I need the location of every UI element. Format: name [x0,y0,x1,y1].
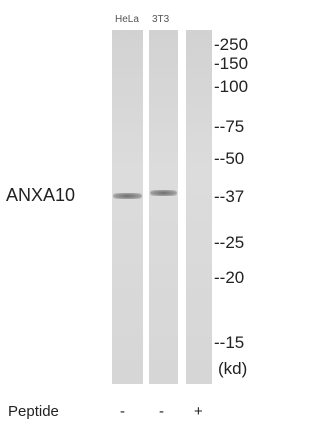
lane-label: 3T3 [152,14,169,25]
marker-label: -100 [214,78,248,95]
marker-label: -150 [214,55,248,72]
marker-label: --37 [214,188,244,205]
marker-label: -250 [214,36,248,53]
band [113,193,142,199]
band [150,190,177,196]
marker-label: --25 [214,234,244,251]
marker-label: --15 [214,334,244,351]
protein-label: ANXA10 [6,185,75,206]
marker-label: --50 [214,150,244,167]
peptide-sign: + [194,403,203,420]
blot-figure: HeLa 3T3 ANXA10 Peptide - - + -250 -150 -1… [0,0,271,429]
lane [186,30,212,384]
lane [112,30,143,384]
lane-label: HeLa [115,14,139,25]
marker-label: --75 [214,118,244,135]
peptide-sign: - [159,403,164,420]
lane [149,30,178,384]
marker-label: (kd) [218,360,247,377]
peptide-sign: - [120,403,125,420]
peptide-label: Peptide [8,403,59,420]
marker-label: --20 [214,269,244,286]
